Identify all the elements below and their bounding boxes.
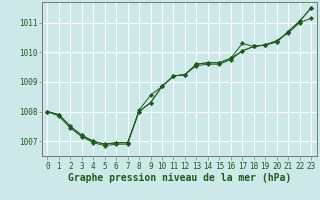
X-axis label: Graphe pression niveau de la mer (hPa): Graphe pression niveau de la mer (hPa) (68, 173, 291, 183)
